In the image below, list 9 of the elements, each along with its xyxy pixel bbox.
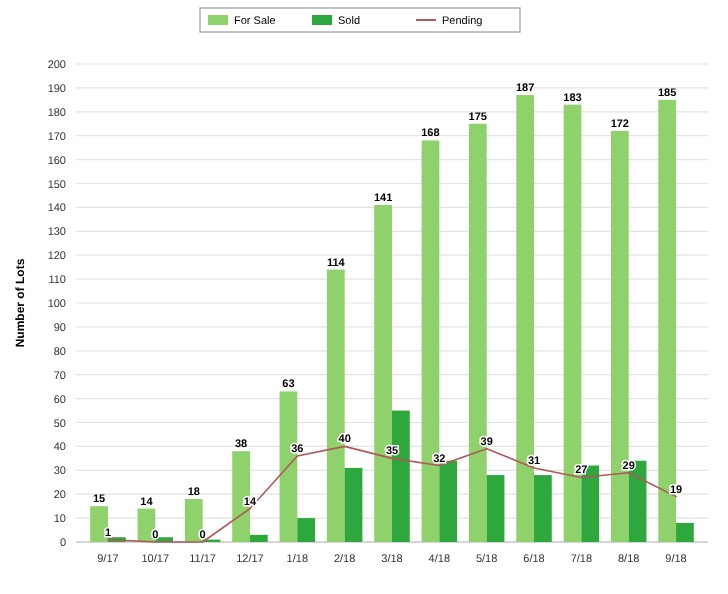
bar <box>249 534 268 542</box>
bar <box>439 460 458 542</box>
bar <box>90 506 108 542</box>
bar <box>534 475 552 542</box>
bar <box>297 518 316 542</box>
bar <box>486 475 505 542</box>
bar <box>676 522 694 542</box>
bar <box>184 498 203 542</box>
bar <box>344 467 363 542</box>
